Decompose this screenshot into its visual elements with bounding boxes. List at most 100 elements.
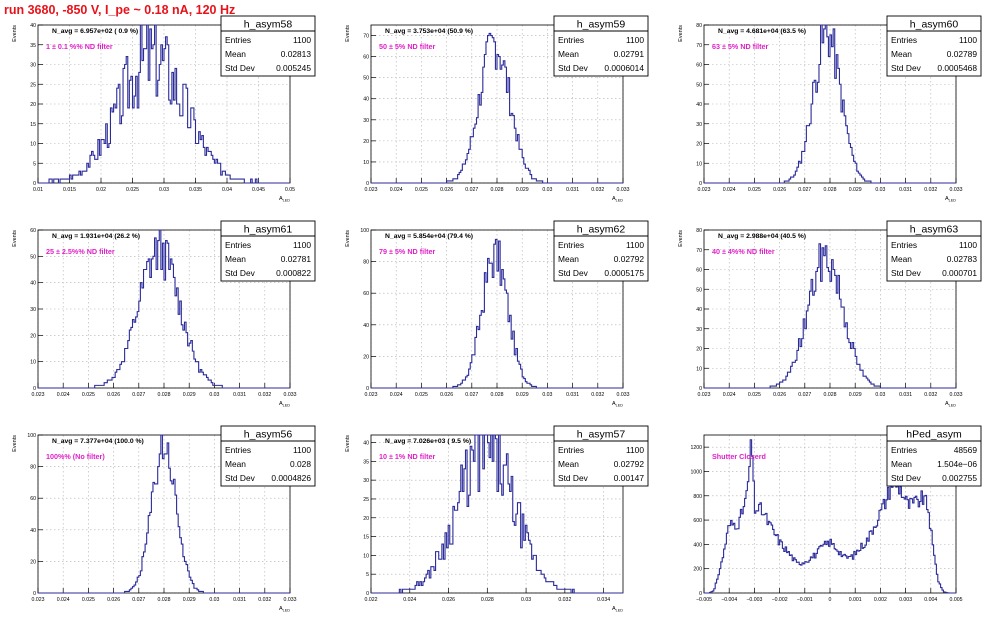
y-tick-label: 40 bbox=[30, 528, 36, 534]
x-tick-label: 0.01 bbox=[33, 187, 43, 193]
histogram-name: h_asym56 bbox=[244, 429, 293, 441]
x-axis-title: ALED bbox=[279, 196, 290, 203]
x-tick-label: 0.032 bbox=[558, 597, 571, 603]
stats-box: h_asym62 Entries 1100 Mean 0.02792 Std Dev 0.0… bbox=[553, 220, 649, 282]
y-tick-label: 40 bbox=[363, 323, 369, 329]
stats-label: Entries bbox=[225, 445, 251, 455]
y-tick-label: 0 bbox=[699, 386, 702, 392]
stats-box: h_asym61 Entries 1100 Mean 0.02781 Std Dev 0.0… bbox=[220, 220, 316, 282]
x-tick-label: 0.04 bbox=[222, 187, 232, 193]
histogram-line bbox=[704, 439, 956, 594]
navg-label: N_avg = 1.931e+04 (26.2 %) bbox=[52, 233, 140, 240]
filter-annotation: 1 ± 0.1 %% ND filter bbox=[46, 42, 113, 51]
stats-box: h_asym58 Entries 1100 Mean 0.02813 Std Dev 0.0… bbox=[220, 15, 316, 77]
stats-box: h_asym63 Entries 1100 Mean 0.02783 Std Dev 0.0… bbox=[886, 220, 982, 282]
y-tick-label: 30 bbox=[30, 63, 36, 69]
x-tick-label: 0.032 bbox=[591, 392, 604, 398]
filter-annotation: 40 ± 4%% ND filter bbox=[712, 247, 775, 256]
stats-label: Mean bbox=[891, 254, 912, 264]
x-tick-label: 0.004 bbox=[924, 597, 937, 603]
stats-value: 1100 bbox=[626, 240, 644, 250]
histogram-line bbox=[371, 32, 623, 184]
histogram-line bbox=[38, 24, 290, 184]
x-tick-label: 0.029 bbox=[183, 392, 196, 398]
y-tick-label: 0 bbox=[366, 181, 369, 187]
stats-value: 1.504e−06 bbox=[937, 459, 977, 469]
navg-label: N_avg = 5.854e+04 (79.4 %) bbox=[385, 233, 473, 240]
x-tick-label: 0.026 bbox=[442, 597, 455, 603]
y-tick-label: 10 bbox=[696, 366, 702, 372]
y-axis-title: Events bbox=[12, 230, 18, 247]
x-tick-label: 0.005 bbox=[950, 597, 963, 603]
stats-label: Std Dev bbox=[558, 473, 589, 483]
stats-label: Mean bbox=[558, 49, 579, 59]
x-tick-label: −0.001 bbox=[797, 597, 813, 603]
x-tick-label: 0.023 bbox=[32, 597, 45, 603]
stats-label: Std Dev bbox=[558, 268, 589, 278]
x-axis-title: ALED bbox=[612, 606, 623, 613]
histogram-panel-h_asym61: 0.023 0.024 0.025 0.026 0.027 0.028 0.029 0.03 0… bbox=[0, 220, 332, 425]
x-tick-label: 0.023 bbox=[365, 392, 378, 398]
y-tick-label: 0 bbox=[699, 591, 702, 597]
stats-label: Mean bbox=[558, 254, 579, 264]
x-tick-label: 0.032 bbox=[258, 392, 271, 398]
x-tick-label: 0.024 bbox=[403, 597, 416, 603]
y-axis-title: Events bbox=[678, 25, 684, 42]
y-tick-label: 20 bbox=[30, 333, 36, 339]
stats-box: h_asym57 Entries 1100 Mean 0.02792 Std Dev 0.0… bbox=[553, 425, 649, 487]
stats-value: 0.02789 bbox=[947, 49, 978, 59]
x-tick-label: −0.002 bbox=[772, 597, 788, 603]
x-tick-label: 0.032 bbox=[924, 392, 937, 398]
navg-label: N_avg = 7.026e+03 ( 9.5 %) bbox=[385, 438, 471, 445]
filter-annotation: 63 ± 5% ND filter bbox=[712, 42, 768, 51]
filter-annotation: 10 ± 1% ND filter bbox=[379, 452, 435, 461]
x-tick-label: 0.003 bbox=[899, 597, 912, 603]
histogram-line bbox=[704, 24, 956, 184]
y-tick-label: 20 bbox=[30, 559, 36, 565]
x-tick-label: 0.028 bbox=[491, 187, 504, 193]
x-axis-title: ALED bbox=[945, 196, 956, 203]
stats-value: 1100 bbox=[959, 35, 977, 45]
x-tick-label: 0.023 bbox=[698, 392, 711, 398]
y-axis-title: Events bbox=[345, 435, 351, 452]
stats-value: 1100 bbox=[293, 240, 311, 250]
stats-label: Std Dev bbox=[225, 63, 256, 73]
x-tick-label: 0.033 bbox=[284, 597, 297, 603]
x-tick-label: −0.005 bbox=[696, 597, 712, 603]
y-tick-label: 800 bbox=[693, 494, 702, 500]
stats-value: 0.0004826 bbox=[271, 473, 311, 483]
stats-box: h_asym60 Entries 1100 Mean 0.02789 Std Dev 0.0… bbox=[886, 15, 982, 77]
plot-frame bbox=[370, 434, 624, 594]
y-tick-label: 40 bbox=[696, 102, 702, 108]
x-tick-label: 0.027 bbox=[465, 187, 478, 193]
stats-value: 0.0006014 bbox=[604, 63, 644, 73]
stats-label: Mean bbox=[225, 254, 246, 264]
x-tick-label: 0.031 bbox=[233, 597, 246, 603]
y-tick-label: 80 bbox=[696, 23, 702, 29]
histogram-line bbox=[38, 229, 290, 389]
x-tick-label: 0.025 bbox=[82, 597, 95, 603]
x-axis-title: ALED bbox=[612, 401, 623, 408]
y-axis-title: Events bbox=[345, 230, 351, 247]
stats-label: Entries bbox=[558, 240, 584, 250]
y-tick-label: 0 bbox=[366, 386, 369, 392]
x-tick-label: 0.001 bbox=[849, 597, 862, 603]
x-tick-label: 0.026 bbox=[440, 392, 453, 398]
stats-value: 1100 bbox=[959, 240, 977, 250]
x-tick-label: 0.024 bbox=[390, 392, 403, 398]
x-tick-label: 0.025 bbox=[415, 392, 428, 398]
stats-label: Std Dev bbox=[225, 268, 256, 278]
y-tick-label: 40 bbox=[30, 23, 36, 29]
x-tick-label: 0.027 bbox=[132, 392, 145, 398]
x-tick-label: 0.031 bbox=[566, 392, 579, 398]
y-tick-label: 25 bbox=[30, 82, 36, 88]
x-tick-label: 0.024 bbox=[57, 392, 70, 398]
x-axis-title: ALED bbox=[945, 401, 956, 408]
y-axis-title: Events bbox=[678, 230, 684, 247]
stats-value: 0.02783 bbox=[947, 254, 978, 264]
x-tick-label: 0.031 bbox=[233, 392, 246, 398]
stats-label: Std Dev bbox=[891, 473, 922, 483]
navg-label: N_avg = 2.988e+04 (40.5 %) bbox=[718, 233, 806, 240]
x-tick-label: 0.02 bbox=[96, 187, 106, 193]
y-tick-label: 10 bbox=[30, 142, 36, 148]
